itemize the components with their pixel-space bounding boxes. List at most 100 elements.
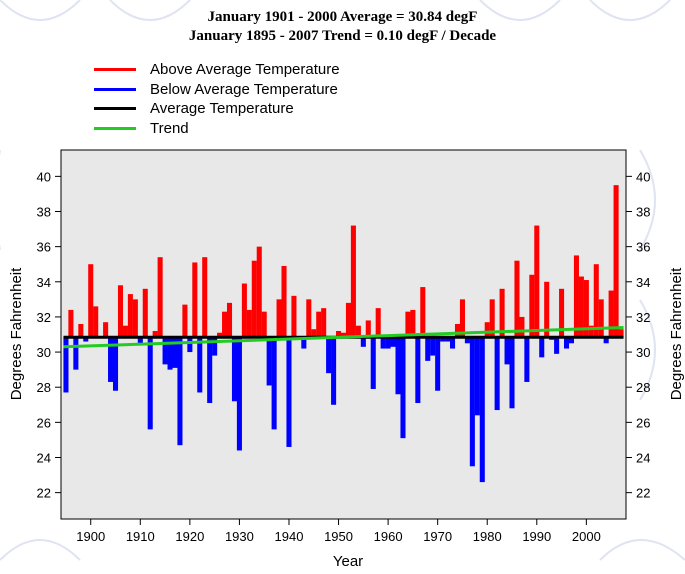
bar-1932 xyxy=(246,309,252,338)
legend-item-trend: Trend xyxy=(94,119,340,139)
y-tick-label-right-38: 38 xyxy=(636,205,650,220)
x-tick-label-1970: 1970 xyxy=(423,529,452,544)
bar-1952 xyxy=(345,302,351,338)
y-tick-label-right-28: 28 xyxy=(636,380,650,395)
bar-1930 xyxy=(236,337,242,451)
legend-item-average: Average Temperature xyxy=(94,99,340,119)
bar-1920 xyxy=(187,337,193,353)
bar-1938 xyxy=(276,299,282,338)
bar-2000 xyxy=(583,280,589,338)
bar-1900 xyxy=(88,264,94,338)
bar-1910 xyxy=(137,337,143,344)
y-tick-label-right-30: 30 xyxy=(636,345,650,360)
bar-1915 xyxy=(162,337,168,365)
legend-swatch-trend xyxy=(94,126,136,130)
bar-1956 xyxy=(365,320,371,338)
bar-1973 xyxy=(450,337,456,349)
bar-2004 xyxy=(603,337,609,344)
chart-subtitle: January 1895 - 2007 Trend = 0.10 degF / … xyxy=(188,28,497,44)
axes-group: 22 22 24 24 26 26 28 28 30 30 32 32 34 34 36 36 38 38 40 40… xyxy=(37,169,651,544)
bar-1997 xyxy=(568,337,575,344)
y-tick-label-left-30: 30 xyxy=(37,345,51,360)
bar-1992 xyxy=(544,281,550,338)
bar-1947 xyxy=(321,308,327,338)
plot-frame xyxy=(60,149,627,520)
bar-1953 xyxy=(350,225,356,338)
bar-2001 xyxy=(588,325,594,338)
bar-1905 xyxy=(112,337,119,391)
bar-1914 xyxy=(157,257,163,338)
x-axis-label: Year xyxy=(333,553,363,570)
y-tick-label-left-22: 22 xyxy=(37,486,51,501)
bar-1962 xyxy=(395,337,401,395)
bar-2003 xyxy=(598,299,604,338)
y-tick-label-left-26: 26 xyxy=(37,415,51,430)
bar-1960 xyxy=(385,337,391,349)
bar-1948 xyxy=(326,337,332,374)
x-tick-label-1930: 1930 xyxy=(225,529,254,544)
bar-1974 xyxy=(454,323,461,338)
chart-title: January 1901 - 2000 Average = 30.84 degF xyxy=(207,9,478,25)
y-tick-label-right-32: 32 xyxy=(636,310,650,325)
bar-1904 xyxy=(108,337,114,382)
y-tick-label-left-38: 38 xyxy=(37,205,51,220)
bar-1935 xyxy=(261,311,267,338)
y-tick-label-left-40: 40 xyxy=(37,169,51,184)
legend-label-trend: Trend xyxy=(150,119,189,137)
legend-label-average: Average Temperature xyxy=(150,100,294,118)
bar-1927 xyxy=(222,311,228,338)
bar-1986 xyxy=(514,260,520,338)
bars-group xyxy=(63,185,624,483)
bar-1939 xyxy=(281,265,287,338)
x-tick-label-1980: 1980 xyxy=(473,529,502,544)
bar-1945 xyxy=(311,329,317,338)
y-tick-label-right-40: 40 xyxy=(636,169,650,184)
bar-1994 xyxy=(554,337,560,354)
bar-1944 xyxy=(306,299,312,338)
bar-1950 xyxy=(336,330,342,338)
bar-1988 xyxy=(524,337,530,382)
bar-1908 xyxy=(127,294,133,338)
bar-1949 xyxy=(331,337,337,405)
bar-1909 xyxy=(132,299,138,338)
bar-1936 xyxy=(266,337,272,386)
bar-1968 xyxy=(425,337,431,361)
x-tick-label-2000: 2000 xyxy=(572,529,601,544)
bar-1975 xyxy=(459,299,465,338)
bar-1969 xyxy=(430,337,436,356)
bar-1899 xyxy=(83,337,89,342)
bar-1978 xyxy=(474,337,480,416)
bar-1963 xyxy=(400,337,406,439)
x-tick-label-1910: 1910 xyxy=(126,529,155,544)
trend-line xyxy=(63,325,624,349)
bar-1895 xyxy=(63,337,69,393)
bar-1929 xyxy=(231,337,237,402)
bar-1943 xyxy=(301,337,307,349)
x-tick-label-1920: 1920 xyxy=(175,529,204,544)
legend: Above Average Temperature Below Average … xyxy=(94,60,340,138)
bar-1996 xyxy=(564,337,570,349)
bar-1954 xyxy=(355,325,361,338)
x-tick-label-1900: 1900 xyxy=(76,529,105,544)
bar-2002 xyxy=(593,264,599,338)
bar-1981 xyxy=(489,299,495,338)
bar-1907 xyxy=(122,325,128,338)
y-tick-label-right-22: 22 xyxy=(636,486,650,501)
bar-1903 xyxy=(103,322,109,338)
bar-1919 xyxy=(182,304,188,338)
bar-1967 xyxy=(420,287,426,338)
bar-1906 xyxy=(117,285,124,338)
bar-1912 xyxy=(147,337,153,430)
legend-item-below: Below Average Temperature xyxy=(94,80,340,100)
y-tick-label-right-26: 26 xyxy=(636,415,650,430)
bar-1931 xyxy=(241,283,247,338)
bar-1926 xyxy=(217,332,223,338)
bar-2005 xyxy=(608,290,614,338)
chart-title-block: January 1901 - 2000 Average = 30.84 degF… xyxy=(0,8,685,46)
legend-swatch-above xyxy=(94,68,136,72)
bar-1987 xyxy=(519,316,525,338)
bar-1964 xyxy=(405,311,411,338)
bar-1937 xyxy=(271,337,277,430)
y-tick-label-right-34: 34 xyxy=(636,275,650,290)
